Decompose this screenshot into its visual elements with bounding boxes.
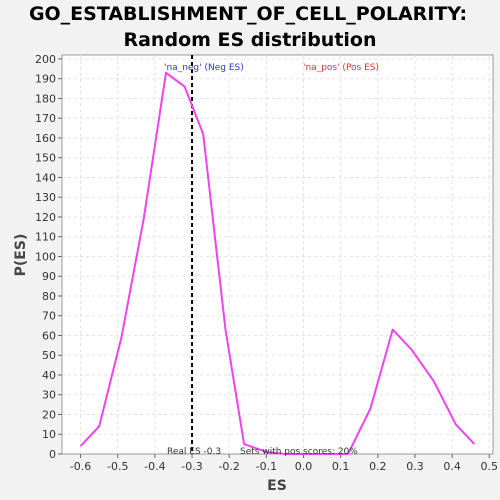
x-tick-label: 0.5 [481, 460, 499, 473]
y-tick-label: 160 [35, 132, 56, 145]
y-axis-label: P(ES) [13, 234, 29, 277]
x-axis-ticks: -0.6 -0.5 -0.4 -0.3 -0.2 -0.1 0.0 0.1 0.2 0.3 0.4 0… [70, 454, 498, 473]
y-tick-label: 170 [35, 112, 56, 125]
chart-subtitle: Random ES distribution [123, 29, 376, 51]
x-tick-label: -0.3 [181, 460, 202, 473]
y-tick-label: 180 [35, 92, 56, 105]
y-axis-ticks: 0 10 20 30 40 50 60 70 80 90 100 110 120 130 140 150 160… [35, 53, 62, 461]
y-tick-label: 30 [42, 389, 56, 402]
y-tick-label: 70 [42, 310, 56, 323]
x-tick-label: -0.5 [107, 460, 128, 473]
chart-title: GO_ESTABLISHMENT_OF_CELL_POLARITY: [29, 3, 467, 25]
x-tick-label: 0.3 [406, 460, 424, 473]
pos-fraction-label: Sets with pos scores: 20% [240, 447, 358, 457]
x-tick-label: 0.4 [443, 460, 461, 473]
y-tick-label: 140 [35, 171, 56, 184]
x-tick-label: -0.4 [144, 460, 165, 473]
y-tick-label: 90 [42, 270, 56, 283]
grid-layer [62, 55, 493, 454]
y-tick-label: 130 [35, 191, 56, 204]
neg-es-label: 'na_neg' (Neg ES) [164, 63, 244, 73]
y-tick-label: 190 [35, 73, 56, 86]
pos-es-label: 'na_pos' (Pos ES) [303, 63, 379, 73]
x-tick-label: 0.2 [369, 460, 387, 473]
y-tick-label: 110 [35, 231, 56, 244]
x-tick-label: -0.2 [218, 460, 239, 473]
y-tick-label: 100 [35, 250, 56, 263]
y-tick-label: 50 [42, 349, 56, 362]
y-tick-label: 120 [35, 211, 56, 224]
series-layer [79, 71, 476, 455]
x-tick-label: 0.1 [332, 460, 350, 473]
y-tick-label: 80 [42, 290, 56, 303]
y-tick-label: 0 [49, 448, 56, 461]
real-es-label: Real ES -0.3 [167, 447, 221, 457]
x-tick-label: 0.0 [295, 460, 313, 473]
y-tick-label: 10 [42, 428, 56, 441]
x-tick-label: -0.1 [256, 460, 277, 473]
y-tick-label: 60 [42, 329, 56, 342]
series-line [79, 71, 476, 455]
x-tick-label: -0.6 [70, 460, 91, 473]
y-tick-label: 150 [35, 152, 56, 165]
y-tick-label: 40 [42, 369, 56, 382]
x-axis-label: ES [267, 478, 287, 494]
y-tick-label: 200 [35, 53, 56, 66]
y-tick-label: 20 [42, 408, 56, 421]
plot-area [61, 54, 494, 455]
